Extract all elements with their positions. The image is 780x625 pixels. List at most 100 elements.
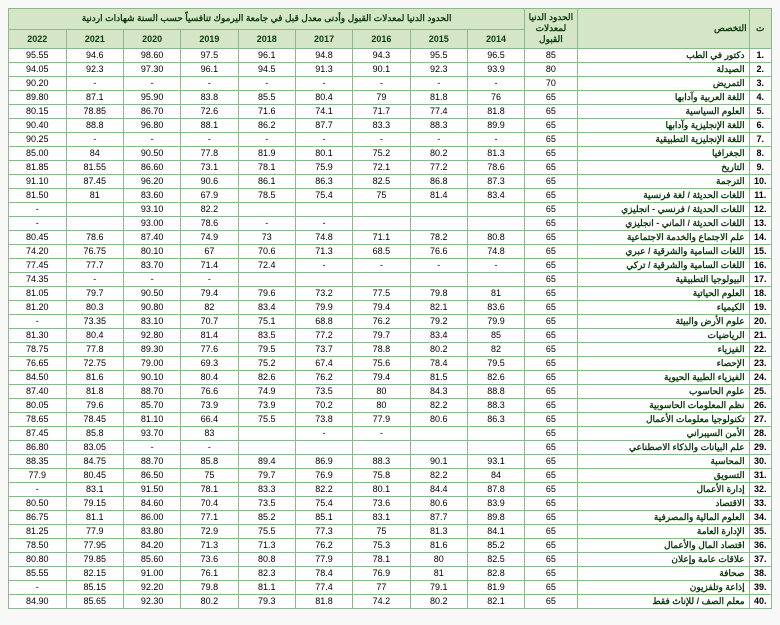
cell-y2017: 81.8: [295, 595, 352, 609]
cell-y2018: [238, 427, 295, 441]
cell-min: 65: [525, 385, 577, 399]
cell-spec: إذاعة وتلفزيون: [577, 581, 749, 595]
cell-y2022: 77.9: [9, 469, 67, 483]
cell-y2020: 96.20: [123, 175, 180, 189]
cell-y2015: 79.1: [410, 581, 467, 595]
table-row: .22الفيزياء658280.278.873.779.577.689.30…: [9, 343, 772, 357]
cell-y2017: -: [295, 77, 352, 91]
cell-y2020: 90.10: [123, 371, 180, 385]
cell-id: .38: [749, 567, 771, 581]
cell-y2014: 84.1: [467, 525, 524, 539]
cell-y2020: 90.50: [123, 287, 180, 301]
cell-y2020: 86.60: [123, 161, 180, 175]
cell-spec: التسويق: [577, 469, 749, 483]
cell-min: 65: [525, 469, 577, 483]
cell-y2022: -: [9, 581, 67, 595]
cell-y2016: -: [353, 427, 410, 441]
table-row: .38صحافة6582.88176.978.482.376.191.0082.…: [9, 567, 772, 581]
cell-y2015: [410, 217, 467, 231]
cell-y2020: 83.70: [123, 259, 180, 273]
col-year-2017: 2017: [295, 29, 352, 48]
cell-y2019: 69.3: [181, 357, 238, 371]
cell-y2019: 76.6: [181, 385, 238, 399]
cell-y2016: [353, 217, 410, 231]
cell-y2016: -: [353, 133, 410, 147]
cell-y2022: 85.55: [9, 567, 67, 581]
table-row: .30المحاسبة6593.190.188.386.989.485.888.…: [9, 455, 772, 469]
table-row: .6اللغة الإنجليزية وآدابها6589.988.383.3…: [9, 119, 772, 133]
col-spec-header: التخصص: [577, 9, 749, 49]
cell-y2019: 88.1: [181, 119, 238, 133]
cell-y2018: 86.1: [238, 175, 295, 189]
cell-y2022: 74.20: [9, 245, 67, 259]
cell-y2019: 74.9: [181, 231, 238, 245]
cell-min: 65: [525, 329, 577, 343]
cell-y2018: [238, 203, 295, 217]
cell-y2020: 83.10: [123, 315, 180, 329]
cell-y2020: 92.20: [123, 581, 180, 595]
cell-y2019: 83: [181, 427, 238, 441]
table-row: .28الأمن السيبراني65--8393.7085.887.45: [9, 427, 772, 441]
cell-y2018: 70.6: [238, 245, 295, 259]
cell-y2018: 74.9: [238, 385, 295, 399]
cell-y2019: 76.1: [181, 567, 238, 581]
cell-min: 65: [525, 245, 577, 259]
cell-spec: اللغة الإنجليزية التطبيقية: [577, 133, 749, 147]
cell-y2015: -: [410, 259, 467, 273]
cell-spec: دكتور في الطب: [577, 49, 749, 63]
cell-y2016: 80: [353, 385, 410, 399]
cell-id: .27: [749, 413, 771, 427]
cell-min: 65: [525, 147, 577, 161]
cell-y2019: 78.6: [181, 217, 238, 231]
cell-y2022: 81.50: [9, 189, 67, 203]
cell-y2016: 68.5: [353, 245, 410, 259]
cell-y2016: 83.3: [353, 119, 410, 133]
cell-id: .3: [749, 77, 771, 91]
cell-y2022: 86.80: [9, 441, 67, 455]
cell-spec: معلم الصف / للإناث فقط: [577, 595, 749, 609]
cell-spec: اللغات الحديثة / فرنسي - انجليزي: [577, 203, 749, 217]
cell-spec: الفيزياء الطبية الحيوية: [577, 371, 749, 385]
cell-y2015: [410, 203, 467, 217]
cell-y2019: -: [181, 273, 238, 287]
col-year-2018: 2018: [238, 29, 295, 48]
cell-id: .35: [749, 525, 771, 539]
cell-y2018: 85.5: [238, 91, 295, 105]
cell-y2021: 77.8: [66, 343, 123, 357]
cell-id: .40: [749, 595, 771, 609]
cell-y2021: 77.95: [66, 539, 123, 553]
cell-y2017: 76.2: [295, 371, 352, 385]
cell-y2020: 83.80: [123, 525, 180, 539]
cell-y2018: 94.5: [238, 63, 295, 77]
cell-y2020: 86.70: [123, 105, 180, 119]
cell-min: 65: [525, 231, 577, 245]
cell-id: .13: [749, 217, 771, 231]
cell-y2014: 81.9: [467, 581, 524, 595]
cell-y2020: 91.00: [123, 567, 180, 581]
cell-spec: اللغات الحديثة / لغة فرنسية: [577, 189, 749, 203]
cell-y2016: [353, 273, 410, 287]
col-year-2022: 2022: [9, 29, 67, 48]
cell-id: .12: [749, 203, 771, 217]
cell-y2019: 79.4: [181, 287, 238, 301]
cell-id: .7: [749, 133, 771, 147]
cell-y2014: 83.4: [467, 189, 524, 203]
cell-y2017: 74.8: [295, 231, 352, 245]
cell-y2017: 73.2: [295, 287, 352, 301]
cell-y2015: 80.2: [410, 147, 467, 161]
cell-y2019: 71.3: [181, 539, 238, 553]
cell-min: 65: [525, 441, 577, 455]
cell-y2014: [467, 273, 524, 287]
cell-y2016: 77.5: [353, 287, 410, 301]
cell-y2022: -: [9, 483, 67, 497]
cell-id: .30: [749, 455, 771, 469]
cell-spec: اقتصاد المال والأعمال: [577, 539, 749, 553]
cell-y2021: 78.85: [66, 105, 123, 119]
cell-y2014: 89.9: [467, 119, 524, 133]
table-row: .11اللغات الحديثة / لغة فرنسية6583.481.4…: [9, 189, 772, 203]
cell-y2020: 86.00: [123, 511, 180, 525]
cell-y2015: 81.4: [410, 189, 467, 203]
cell-y2018: 73.5: [238, 497, 295, 511]
cell-id: .28: [749, 427, 771, 441]
cell-id: .29: [749, 441, 771, 455]
